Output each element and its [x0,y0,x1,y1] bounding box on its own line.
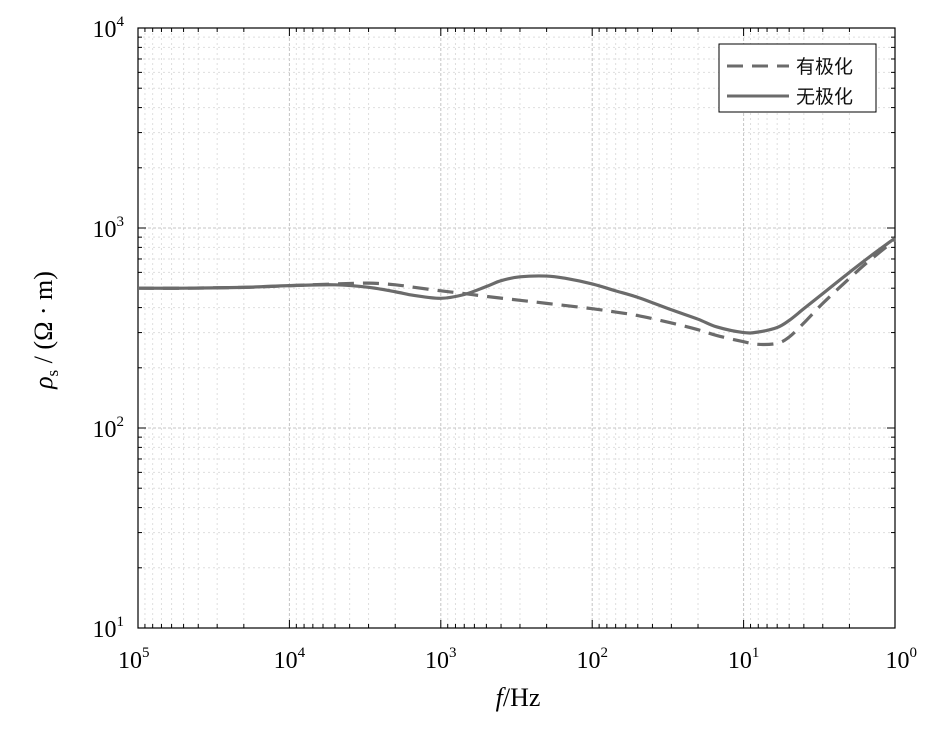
x-tick-label: 104 [274,645,306,674]
series-line-polarized [137,238,897,347]
x-tick-label: 105 [118,645,150,674]
y-tick-label: 101 [93,614,125,643]
ticks [137,27,896,629]
x-axis-label: f/Hz [496,683,541,712]
x-tick-labels: 105 104 103 102 101 100 [118,645,917,674]
series-group [137,236,897,347]
y-tick-labels: 101 102 103 104 [93,14,125,643]
series-line-unpolarized [137,236,896,335]
x-tick-label: 100 [886,645,918,674]
legend-label-unpolarized: 无极化 [796,86,853,108]
grid [137,27,896,629]
legend-label-polarized: 有极化 [796,56,853,78]
legend-box [718,43,877,113]
y-axis-label: ρs / (Ω · m) [29,271,62,390]
plot-frame [137,27,896,629]
x-tick-label: 103 [425,645,457,674]
legend: 有极化 无极化 [718,43,877,113]
y-tick-label: 103 [93,214,125,243]
y-tick-label: 104 [93,14,125,43]
x-tick-label: 102 [576,645,608,674]
y-tick-label: 102 [93,414,125,443]
x-tick-label: 101 [728,645,760,674]
